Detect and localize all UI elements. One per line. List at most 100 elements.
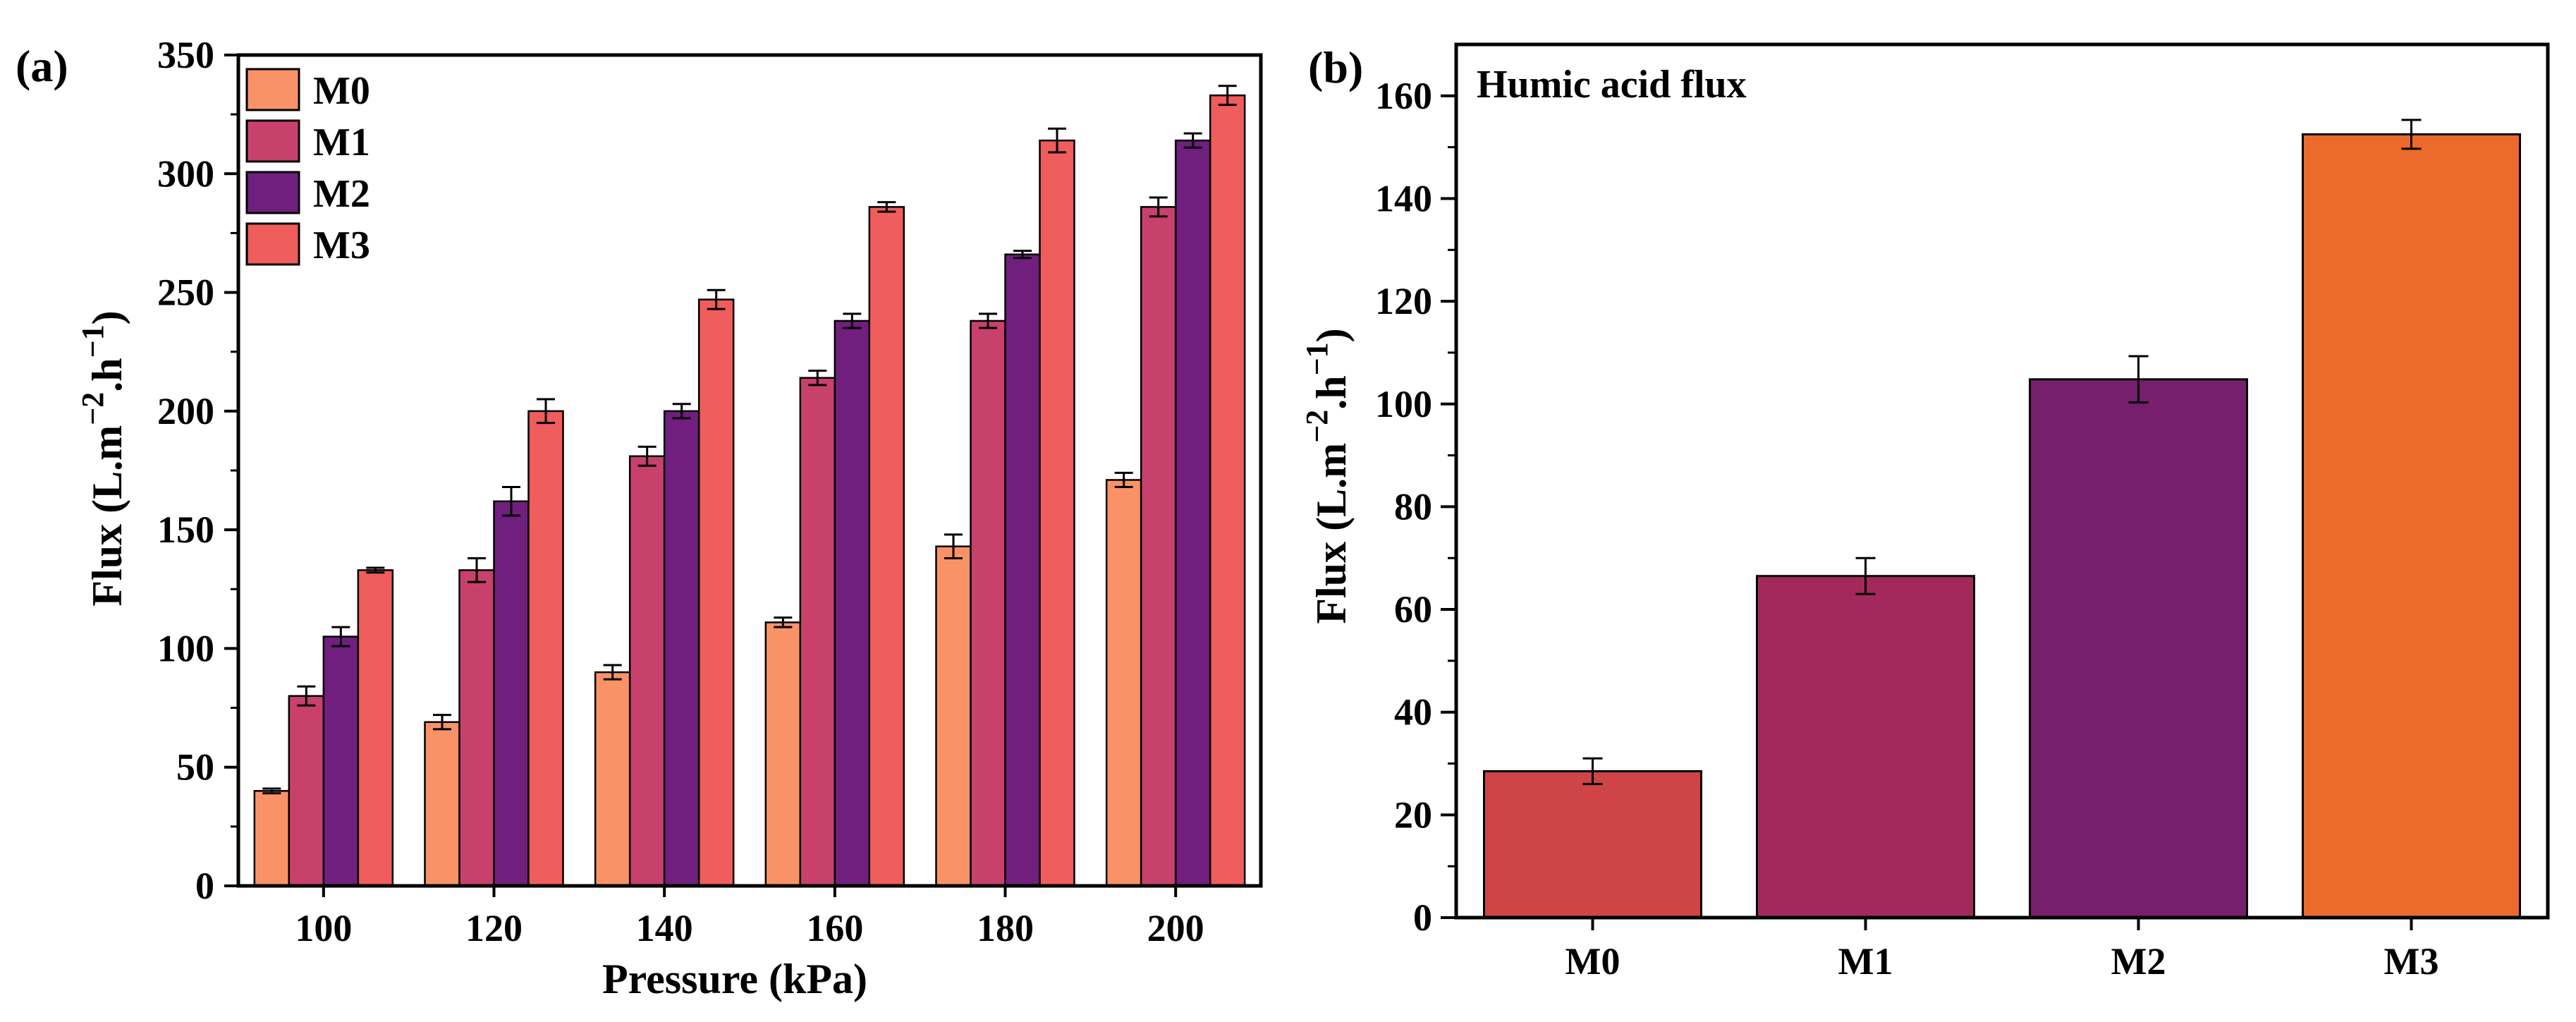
x-tick-label-200: 200: [1147, 907, 1204, 949]
x-tick-label-140: 140: [636, 907, 693, 949]
bar-m3-200: [1209, 94, 1246, 887]
bar-m2: [2029, 378, 2248, 919]
panel-a-chart: (a) 0 50 100 150 200 250 300 350 100 120 140 160 18…: [16, 34, 1263, 1002]
panel-b-label: (b): [1308, 42, 1363, 92]
error-bar-m0: [1582, 757, 1603, 786]
panel-a-error-bars: [262, 85, 1237, 795]
legend-swatch-m3: [245, 222, 300, 266]
panel-b-plot-frame: [1454, 42, 2550, 920]
x-tick-label-m3: M3: [2384, 940, 2439, 983]
error-bar-m3-160: [877, 201, 896, 213]
panel-b-x-axis: M0 M1 M2 M3: [1565, 918, 2439, 983]
bar-m1: [1756, 575, 1975, 919]
y-tick-label-60: 60: [1394, 588, 1432, 631]
bar-m0-160: [764, 621, 802, 887]
panel-b-ylabel-end: ): [1308, 328, 1355, 342]
bar-m3-120: [527, 410, 564, 887]
error-bar-m2-160: [843, 312, 862, 329]
panel-b-ylabel-sup1: −2: [1300, 410, 1334, 443]
legend-label-m0: M0: [313, 69, 370, 113]
legend-swatch-m1: [245, 119, 300, 163]
error-bar-m0-100: [262, 787, 281, 795]
panel-b-y-axis: 0 20 40 60 80 100 120 140 160: [1375, 75, 1456, 939]
bar-m2-100: [322, 635, 360, 887]
error-bar-m0-140: [603, 664, 622, 681]
y-tick-label-50: 50: [176, 746, 214, 789]
panel-a-legend: M0 M1 M2 M3: [245, 68, 370, 267]
error-bar-m0-180: [944, 533, 963, 560]
error-bar-m2-200: [1183, 132, 1202, 149]
y-tick-label-0: 0: [1413, 896, 1432, 939]
bar-m3-140: [697, 298, 735, 887]
x-tick-label-160: 160: [806, 907, 863, 949]
panel-a-y-axis-title: Flux (L.m−2.h−1): [75, 310, 130, 606]
error-bar-m3-140: [707, 288, 726, 310]
bar-m1-140: [628, 455, 666, 887]
bar-m1-100: [288, 695, 325, 887]
panel-b-annotation: Humic acid flux: [1477, 63, 1747, 107]
bar-m3: [2302, 133, 2521, 919]
panel-b-y-axis-title: Flux (L.m−2.h−1): [1300, 328, 1355, 623]
bar-m2-120: [493, 500, 530, 887]
y-tick-label-40: 40: [1394, 691, 1432, 734]
bar-m0: [1483, 769, 1702, 919]
bar-m2-140: [663, 410, 700, 887]
panel-b-bars: [1483, 133, 2521, 919]
y-tick-label-300: 300: [157, 152, 214, 195]
error-bar-m2: [2128, 355, 2149, 404]
y-tick-label-160: 160: [1375, 75, 1432, 117]
error-bar-m1-100: [297, 685, 316, 707]
panel-a-ylabel-sup1: −2: [75, 392, 110, 425]
panel-a-ylabel-end: ): [84, 310, 130, 324]
panel-a-x-axis-title: Pressure (kPa): [602, 956, 867, 1002]
error-bar-m1-140: [637, 445, 657, 467]
panel-b-ylabel-main: Flux (L.m: [1308, 443, 1355, 624]
error-bar-m1: [1855, 556, 1876, 595]
x-tick-label-180: 180: [977, 907, 1034, 949]
error-bar-m0-200: [1114, 471, 1133, 489]
y-tick-label-100: 100: [157, 627, 214, 669]
bar-m0-120: [424, 721, 460, 887]
legend-label-m1: M1: [313, 121, 370, 164]
x-tick-label-120: 120: [465, 907, 523, 949]
bar-m0-200: [1105, 479, 1142, 887]
panel-a-y-axis: 0 50 100 150 200 250 300 350: [157, 34, 238, 907]
y-tick-label-250: 250: [157, 272, 214, 314]
error-bar-m3-120: [537, 398, 555, 425]
panel-a-ylabel-main: Flux (L.m: [84, 425, 130, 607]
bar-m0-180: [935, 545, 972, 887]
error-bar-m3-200: [1218, 85, 1237, 107]
error-bar-m1-120: [468, 557, 486, 583]
error-bar-m3: [2401, 118, 2422, 150]
x-tick-label-100: 100: [295, 907, 352, 949]
panel-b-chart: (b) 0 20 40 60 80 100 120 140 160 M0 M1 M2 M3 Humic…: [1300, 42, 2550, 983]
bar-m1-200: [1140, 206, 1177, 887]
error-bar-m2-120: [502, 486, 520, 517]
bar-m2-160: [834, 320, 871, 887]
panel-a-x-axis: 100 120 140 160 180 200: [295, 886, 1204, 949]
legend-label-m3: M3: [313, 224, 370, 267]
error-bar-m3-100: [366, 566, 385, 574]
error-bar-m3-180: [1048, 127, 1066, 154]
y-tick-label-80: 80: [1394, 485, 1432, 528]
panel-b-error-bars: [1582, 118, 2422, 786]
y-tick-label-120: 120: [1375, 280, 1432, 322]
panel-a-label: (a): [16, 41, 68, 91]
error-bar-m0-120: [433, 714, 451, 731]
x-tick-label-m2: M2: [2111, 940, 2166, 983]
bar-m3-100: [357, 569, 394, 887]
legend-swatch-m2: [245, 171, 300, 214]
x-tick-label-m1: M1: [1838, 940, 1893, 983]
y-tick-label-20: 20: [1394, 793, 1432, 836]
panel-a-ylabel-sup2: −1: [75, 324, 110, 358]
x-tick-label-m0: M0: [1565, 940, 1620, 983]
error-bar-m2-180: [1013, 250, 1032, 260]
bar-m3-160: [868, 206, 905, 887]
y-tick-label-200: 200: [157, 390, 214, 432]
panel-b-ylabel-mid: .h: [1308, 375, 1355, 409]
bar-m1-180: [970, 320, 1006, 887]
panel-a-ylabel-mid: .h: [84, 358, 130, 391]
panel-b-ylabel-sup2: −1: [1300, 342, 1334, 375]
bar-m3-180: [1039, 139, 1075, 887]
